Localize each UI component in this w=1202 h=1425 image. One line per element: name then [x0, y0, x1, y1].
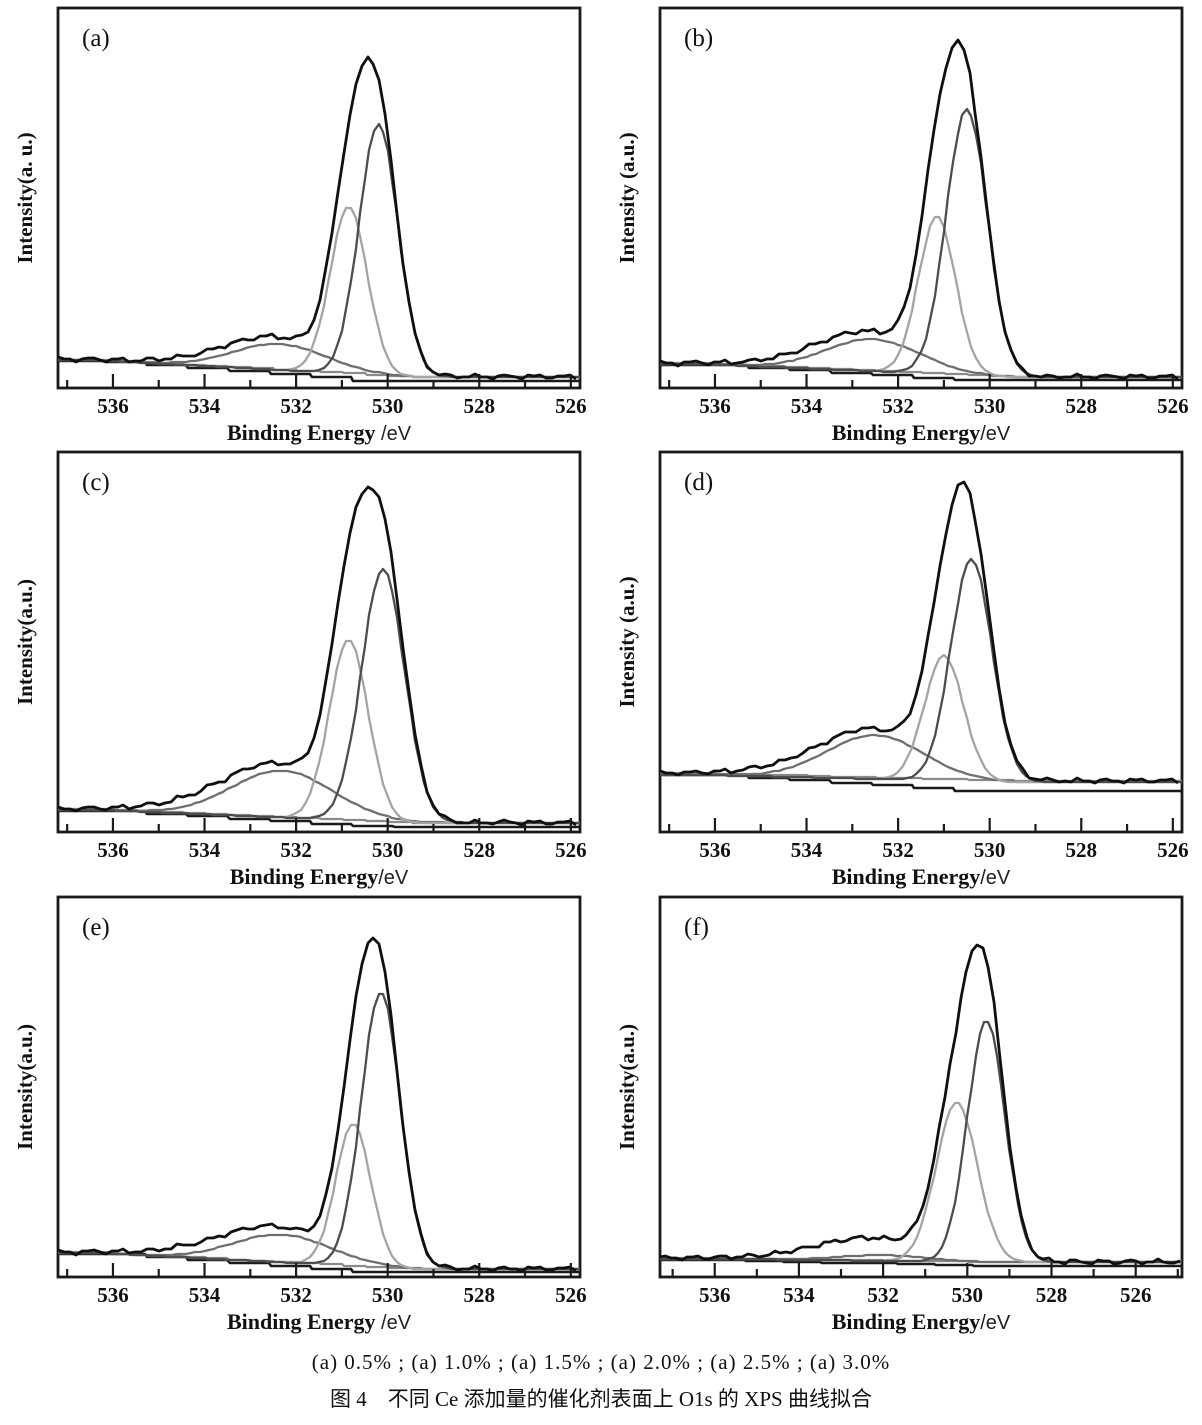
x-tick-label: 530: [952, 1283, 984, 1307]
x-tick-label: 536: [97, 1283, 129, 1307]
envelope-curve: [659, 38, 1179, 381]
baseline-curve-black: [660, 1258, 1182, 1268]
x-tick-label: 528: [1036, 1283, 1068, 1307]
panel-letter: (b): [684, 25, 713, 52]
plot-frame: [56, 450, 582, 834]
plot-frame: [56, 895, 582, 1279]
x-tick-label: 526: [1157, 838, 1189, 862]
fit-component-mid: [660, 1101, 1182, 1264]
y-axis-title: Intensity(a. u.): [13, 132, 37, 263]
x-tick-label: 526: [555, 838, 587, 862]
x-tick-label: 536: [97, 394, 129, 418]
x-tick-label: 526: [555, 394, 587, 418]
fit-component-main: [58, 992, 580, 1271]
panel-letter: (a): [82, 25, 110, 52]
envelope-curve: [57, 55, 577, 381]
xps-panel-a: 536 534 532 530 528 526 (a) Binding Energy /eV I…: [0, 0, 600, 445]
x-tick-label: 526: [555, 1283, 587, 1307]
y-axis-title: Intensity(a.u.): [13, 579, 37, 705]
subpanel-caption: (a) 0.5% ; (a) 1.0% ; (a) 1.5% ; (a) 2.0…: [311, 1350, 891, 1374]
y-axis-title: Intensity (a.u.): [615, 132, 639, 263]
envelope-curve: [659, 943, 1181, 1266]
xps-panel-e: 536 534 532 530 528 526 (e) Binding Energy /eV I…: [0, 889, 600, 1334]
plot-frame: [56, 6, 582, 390]
x-tick-label: 532: [280, 1283, 312, 1307]
envelope-curve: [57, 485, 577, 827]
x-tick-label: 528: [1066, 838, 1098, 862]
envelope-curve: [659, 480, 1179, 785]
y-axis-title: Intensity(a.u.): [615, 1024, 639, 1150]
x-tick-label: 532: [867, 1283, 899, 1307]
x-tick-label: 532: [280, 394, 312, 418]
x-tick-label: 534: [189, 838, 221, 862]
fit-component-main: [58, 567, 580, 825]
xps-panel-f: 536 534 532 530 528 526 (f) Binding Energy/eV In…: [602, 889, 1202, 1334]
fit-component-main: [660, 107, 1182, 379]
y-axis-title: Intensity(a.u.): [13, 1024, 37, 1150]
x-axis-title: Binding Energy /eV: [227, 1309, 412, 1334]
x-axis-title: Binding Energy/eV: [230, 864, 409, 889]
fit-component-mid: [58, 639, 580, 825]
x-tick-label: 530: [974, 838, 1006, 862]
y-axis-title: Intensity (a.u.): [615, 576, 639, 707]
x-tick-label: 536: [699, 838, 731, 862]
x-axis-title: Binding Energy /eV: [227, 420, 412, 445]
x-tick-label: 530: [372, 838, 404, 862]
xps-panel-c: 536 534 532 530 528 526 (c) Binding Energy/eV In…: [0, 444, 600, 889]
x-tick-label: 528: [1066, 394, 1098, 418]
panel-letter: (f): [684, 914, 709, 941]
xps-panel-b: 536 534 532 530 528 526 (b) Binding Energy/eV In…: [602, 0, 1202, 445]
x-tick-label: 534: [189, 1283, 221, 1307]
panel-letter: (e): [82, 914, 110, 941]
x-tick-label: 528: [464, 394, 496, 418]
x-tick-label: 526: [1157, 394, 1189, 418]
x-tick-label: 534: [189, 394, 221, 418]
x-tick-label: 536: [699, 394, 731, 418]
x-axis-title: Binding Energy/eV: [832, 420, 1011, 445]
x-tick-label: 528: [464, 1283, 496, 1307]
figure-caption: 图 4 不同 Ce 添加量的催化剂表面上 O1s 的 XPS 曲线拟合: [330, 1387, 872, 1411]
x-tick-label: 528: [464, 838, 496, 862]
x-tick-label: 536: [699, 1283, 731, 1307]
x-tick-label: 534: [783, 1283, 815, 1307]
x-tick-label: 536: [97, 838, 129, 862]
panel-a-plot: 536 534 532 530 528 526 (a) Binding Energy /eV I…: [13, 6, 587, 445]
panel-letter: (c): [82, 469, 110, 496]
x-tick-label: 532: [280, 838, 312, 862]
envelope-curve: [57, 936, 577, 1273]
x-tick-label: 530: [372, 394, 404, 418]
fit-component-mid: [58, 1123, 580, 1271]
x-tick-label: 526: [1120, 1283, 1152, 1307]
panel-f-plot: 536 534 532 530 528 526 (f) Binding Energy/eV In…: [615, 895, 1184, 1334]
fit-component-mid: [58, 206, 580, 379]
plot-frame: [658, 6, 1184, 390]
x-axis-title: Binding Energy/eV: [832, 1309, 1011, 1334]
x-tick-label: 534: [791, 838, 823, 862]
plot-frame: [658, 895, 1184, 1279]
panel-d-plot: 536 534 532 530 528 526 (d) Binding Energy/eV In…: [615, 450, 1189, 889]
x-tick-label: 534: [791, 394, 823, 418]
x-tick-label: 532: [882, 838, 914, 862]
plot-frame: [658, 450, 1184, 834]
x-tick-label: 530: [372, 1283, 404, 1307]
x-tick-label: 532: [882, 394, 914, 418]
panel-letter: (d): [684, 469, 713, 496]
x-tick-label: 530: [974, 394, 1006, 418]
x-axis-title: Binding Energy/eV: [832, 864, 1011, 889]
xps-panel-d: 536 534 532 530 528 526 (d) Binding Energy/eV In…: [602, 444, 1202, 889]
fit-component-main: [58, 122, 580, 379]
panel-b-plot: 536 534 532 530 528 526 (b) Binding Energy/eV In…: [615, 6, 1189, 445]
panel-c-plot: 536 534 532 530 528 526 (c) Binding Energy/eV In…: [13, 450, 587, 889]
panel-e-plot: 536 534 532 530 528 526 (e) Binding Energy /eV I…: [13, 895, 587, 1334]
